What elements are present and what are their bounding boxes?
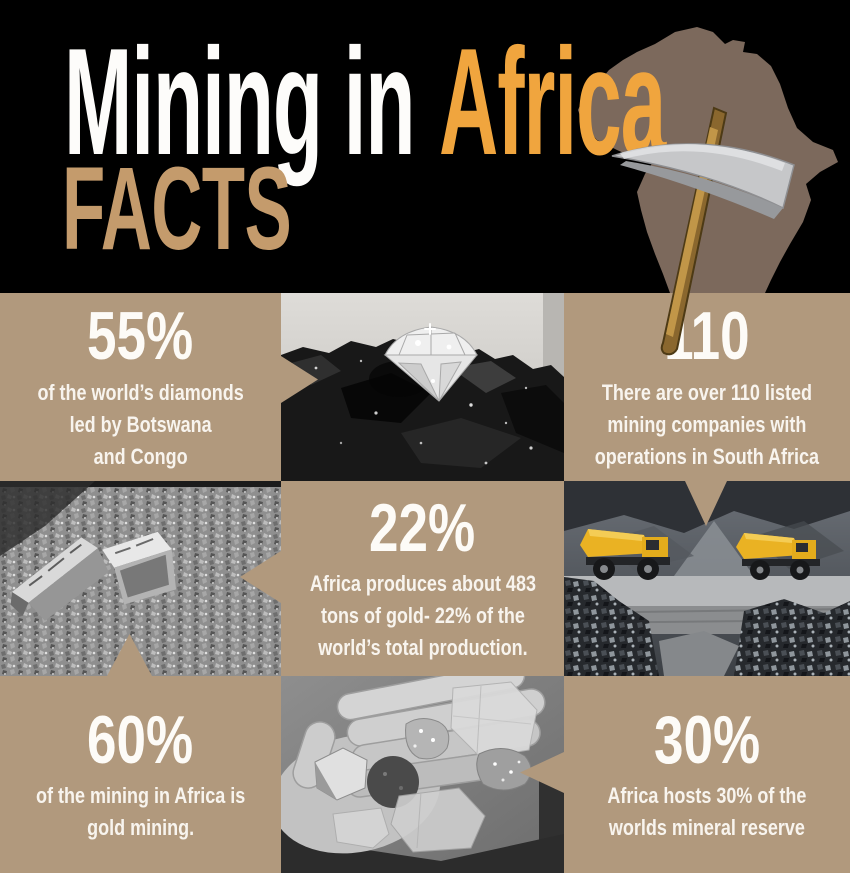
stat-description: of the world’s diamonds led by Botswana … — [37, 379, 244, 469]
subtitle: FACTS — [62, 143, 292, 275]
stat-description: Africa produces about 483 tons of gold- … — [309, 571, 536, 661]
header: Mining in Africa FACTS — [0, 0, 850, 293]
truck-icon — [736, 533, 820, 580]
stat-description: of the mining in Africa is gold mining. — [35, 783, 246, 841]
fact-card-gold-production: 22% Africa produces about 483 tons of go… — [281, 481, 564, 676]
page-title: Mining in Africa — [64, 26, 666, 178]
photo-metal-bars-on-gravel — [0, 481, 281, 676]
stat-value: 55% — [87, 298, 194, 375]
title-text: Mining in — [64, 17, 416, 187]
fact-card-diamonds: 55% of the world’s diamonds led by Botsw… — [0, 293, 281, 481]
photo-diamond-on-coal — [281, 293, 564, 481]
photo-mining-dump-trucks — [564, 481, 850, 676]
stat-value: 60% — [87, 701, 194, 778]
photo-hand-holding-minerals — [281, 676, 564, 873]
stat-value: 30% — [653, 701, 761, 778]
stat-value: 22% — [369, 489, 476, 566]
fact-card-gold-mining-share: 60% of the mining in Africa is gold mini… — [0, 676, 281, 873]
title-accent: Africa — [439, 17, 666, 187]
fact-card-listed-companies: 110 There are over 110 listed mining com… — [564, 293, 850, 481]
fact-card-mineral-reserve: 30% Africa hosts 30% of the worlds miner… — [564, 676, 850, 873]
stat-description: There are over 110 listed mining compani… — [594, 379, 820, 469]
stat-value: 110 — [664, 298, 750, 375]
truck-icon — [580, 529, 670, 580]
stat-description: Africa hosts 30% of the worlds mineral r… — [607, 783, 807, 841]
